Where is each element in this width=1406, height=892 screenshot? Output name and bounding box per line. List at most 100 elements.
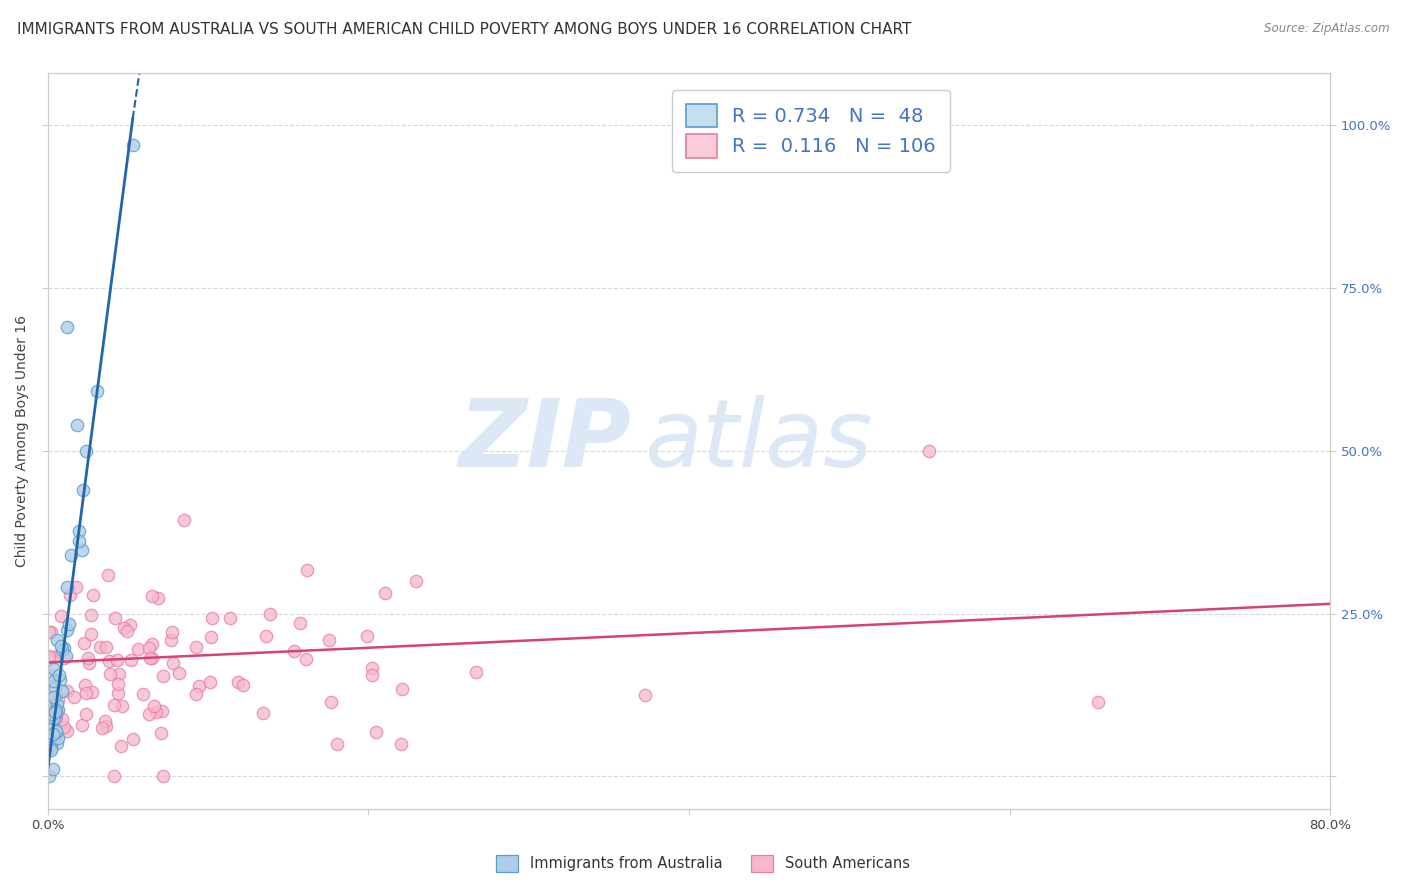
Point: [80, 608, 103, 623]
Point: [152, 769, 174, 783]
Point: [56, 623, 79, 637]
Point: [918, 443, 941, 458]
Point: [259, 607, 281, 622]
Point: [46, 697, 69, 711]
Point: [326, 738, 349, 752]
Point: [41, 717, 63, 731]
Point: [46, 731, 69, 746]
Point: [42, 673, 65, 688]
Point: [58, 617, 80, 632]
Point: [89, 640, 111, 654]
Point: [41, 726, 63, 740]
Point: [72, 483, 94, 497]
Point: [374, 586, 396, 600]
Point: [405, 574, 427, 588]
Point: [108, 666, 131, 681]
Point: [105, 653, 128, 667]
Point: [80, 627, 103, 641]
Point: [51, 642, 73, 657]
Point: [290, 615, 312, 630]
Point: [120, 653, 142, 667]
Point: [127, 641, 149, 656]
Point: [46, 693, 69, 707]
Point: [79, 656, 101, 670]
Point: [173, 513, 195, 527]
Point: [53, 651, 76, 665]
Point: [39, 741, 62, 756]
Point: [634, 688, 657, 702]
Point: [139, 651, 162, 665]
Point: [252, 706, 274, 720]
Point: [41, 727, 63, 741]
Point: [295, 563, 318, 577]
Point: [63, 690, 86, 704]
Point: [56, 320, 79, 334]
Point: [141, 651, 163, 665]
Point: [75, 707, 97, 722]
Point: [360, 661, 382, 675]
Point: [184, 687, 207, 701]
Point: [56, 723, 79, 738]
Point: [73, 636, 96, 650]
Point: [184, 640, 207, 654]
Point: [98, 666, 121, 681]
Point: [82, 588, 104, 602]
Point: [45, 723, 67, 738]
Text: ZIP: ZIP: [458, 395, 631, 487]
Point: [41, 706, 63, 721]
Point: [67, 534, 90, 549]
Point: [319, 694, 342, 708]
Point: [44, 705, 66, 719]
Point: [51, 609, 73, 624]
Point: [51, 683, 73, 698]
Point: [42, 706, 65, 721]
Y-axis label: Child Poverty Among Boys Under 16: Child Poverty Among Boys Under 16: [15, 315, 30, 567]
Point: [146, 591, 169, 605]
Point: [201, 611, 224, 625]
Point: [38, 739, 60, 753]
Point: [152, 669, 174, 683]
Point: [132, 688, 155, 702]
Point: [38, 649, 60, 664]
Point: [48, 668, 70, 682]
Point: [76, 651, 98, 665]
Point: [145, 706, 167, 720]
Point: [82, 685, 104, 699]
Point: [138, 706, 160, 721]
Point: [142, 699, 165, 714]
Point: [103, 698, 125, 713]
Point: [38, 698, 60, 713]
Point: [120, 618, 142, 632]
Point: [38, 625, 60, 640]
Point: [465, 665, 488, 679]
Point: [75, 686, 97, 700]
Point: [70, 718, 93, 732]
Point: [103, 769, 125, 783]
Point: [200, 630, 222, 644]
Point: [65, 417, 87, 432]
Point: [46, 704, 69, 718]
Point: [51, 639, 73, 653]
Point: [150, 725, 173, 739]
Point: [75, 678, 97, 692]
Point: [75, 444, 97, 458]
Point: [45, 703, 67, 717]
Point: [55, 649, 77, 664]
Text: Source: ZipAtlas.com: Source: ZipAtlas.com: [1264, 22, 1389, 36]
Point: [107, 685, 129, 699]
Legend: Immigrants from Australia, South Americans: Immigrants from Australia, South America…: [491, 849, 915, 878]
Point: [53, 720, 76, 734]
Point: [60, 548, 83, 562]
Point: [38, 769, 60, 783]
Point: [110, 739, 132, 753]
Point: [41, 704, 63, 718]
Point: [65, 580, 87, 594]
Point: [283, 644, 305, 658]
Point: [45, 710, 67, 724]
Point: [38, 698, 60, 713]
Text: atlas: atlas: [644, 395, 872, 486]
Point: [39, 649, 62, 664]
Point: [91, 721, 114, 735]
Point: [59, 588, 82, 602]
Point: [122, 731, 145, 746]
